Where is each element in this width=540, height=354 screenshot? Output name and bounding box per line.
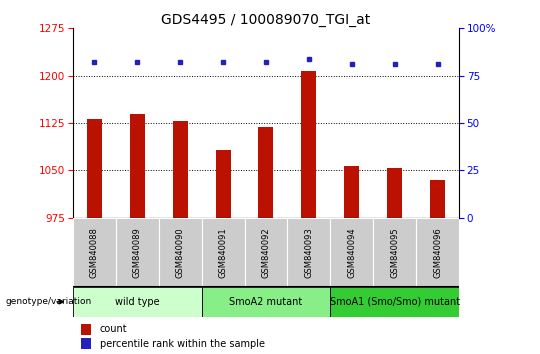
Bar — [330, 218, 373, 287]
Text: GSM840096: GSM840096 — [433, 227, 442, 278]
Bar — [116, 218, 159, 287]
Bar — [430, 180, 445, 218]
Bar — [73, 287, 201, 317]
Title: GDS4495 / 100089070_TGI_at: GDS4495 / 100089070_TGI_at — [161, 13, 370, 27]
Bar — [387, 168, 402, 218]
Text: count: count — [100, 324, 127, 334]
Text: GSM840094: GSM840094 — [347, 227, 356, 278]
Bar — [73, 218, 116, 287]
Bar — [173, 121, 188, 218]
Text: SmoA1 (Smo/Smo) mutant: SmoA1 (Smo/Smo) mutant — [329, 297, 460, 307]
Bar — [301, 70, 316, 218]
Text: GSM840095: GSM840095 — [390, 227, 399, 278]
Bar — [80, 338, 91, 349]
Text: GSM840091: GSM840091 — [219, 227, 227, 278]
Bar — [330, 287, 459, 317]
Bar — [416, 218, 459, 287]
Bar — [201, 287, 330, 317]
Bar — [344, 166, 359, 218]
Text: genotype/variation: genotype/variation — [5, 297, 92, 306]
Text: GSM840089: GSM840089 — [133, 227, 141, 278]
Bar — [373, 218, 416, 287]
Bar — [80, 324, 91, 335]
Bar — [159, 218, 201, 287]
Text: GSM840088: GSM840088 — [90, 227, 99, 278]
Bar — [245, 218, 287, 287]
Bar — [87, 119, 102, 218]
Text: percentile rank within the sample: percentile rank within the sample — [100, 339, 265, 349]
Text: GSM840093: GSM840093 — [305, 227, 313, 278]
Bar — [130, 114, 145, 218]
Text: GSM840092: GSM840092 — [261, 227, 271, 278]
Bar — [215, 150, 231, 218]
Text: SmoA2 mutant: SmoA2 mutant — [230, 297, 302, 307]
Bar — [287, 218, 330, 287]
Bar — [201, 218, 245, 287]
Text: wild type: wild type — [115, 297, 159, 307]
Text: GSM840090: GSM840090 — [176, 227, 185, 278]
Bar — [259, 127, 273, 218]
